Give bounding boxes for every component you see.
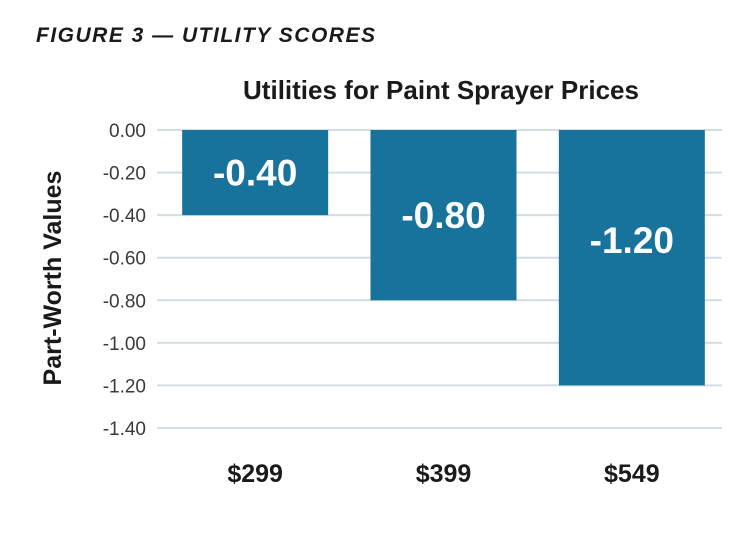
x-tick-labels: $299 $399 $549 — [227, 460, 659, 488]
bar — [370, 130, 517, 301]
y-tick-label: -0.40 — [103, 206, 146, 227]
y-tick-label: -0.60 — [103, 249, 146, 270]
y-tick-label: -1.20 — [103, 376, 146, 397]
data-label: -0.80 — [401, 195, 485, 236]
y-tick-label: -0.20 — [103, 164, 146, 185]
data-label: -1.20 — [590, 220, 674, 261]
x-tick-label: $399 — [416, 460, 472, 488]
figure-label: FIGURE 3 — UTILITY SCORES — [36, 24, 377, 47]
y-axis-label: Part-Worth Values — [39, 171, 67, 386]
y-tick-label: -0.80 — [103, 291, 146, 312]
y-tick-label: 0.00 — [109, 121, 146, 142]
x-tick-label: $549 — [604, 460, 660, 488]
bars — [182, 130, 705, 386]
chart-title: Utilities for Paint Sprayer Prices — [243, 75, 639, 105]
x-tick-label: $299 — [227, 460, 283, 488]
data-label: -0.40 — [213, 153, 297, 194]
y-tick-label: -1.40 — [103, 419, 146, 440]
data-labels: -0.40 -0.80 -1.20 — [213, 153, 674, 261]
bar — [182, 130, 329, 216]
bar — [558, 130, 705, 386]
y-tick-labels: 0.00 -0.20 -0.40 -0.60 -0.80 -1.00 -1.20 -1.40 — [103, 121, 146, 440]
y-tick-label: -1.00 — [103, 334, 146, 355]
